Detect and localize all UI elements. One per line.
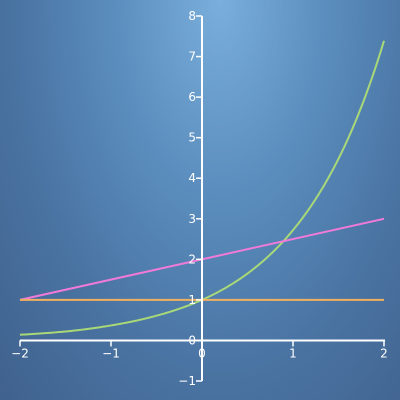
y-tick-label: 7	[188, 50, 196, 64]
axes-layer	[19, 15, 385, 382]
x-tick-label: −1	[102, 346, 120, 360]
x-tick-label: 1	[289, 346, 297, 360]
y-tick-label: 5	[188, 131, 196, 145]
x-tick-label: 2	[380, 346, 388, 360]
y-tick-label: −1	[178, 374, 196, 388]
y-tick-label: 8	[188, 9, 196, 23]
x-tick-label: −2	[11, 346, 29, 360]
y-tick-label: 2	[188, 252, 196, 266]
y-tick-label: 3	[188, 212, 196, 226]
y-tick-label: 4	[188, 171, 196, 185]
x-tick-label: 0	[198, 346, 206, 360]
y-tick-label: 1	[188, 293, 196, 307]
y-tick-label: 6	[188, 90, 196, 104]
y-tick-label: 0	[188, 333, 196, 347]
